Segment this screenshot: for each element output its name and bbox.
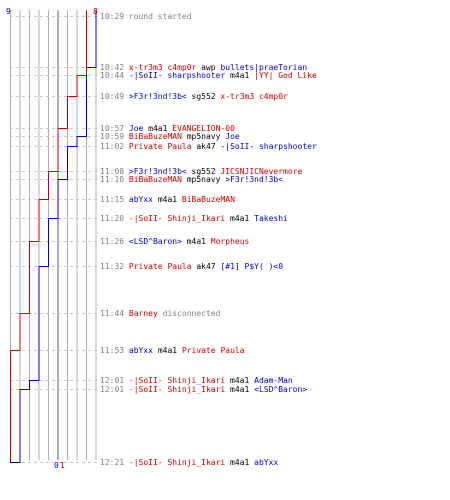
event-status: round started	[129, 12, 192, 21]
event-time: 12:01	[100, 376, 129, 385]
event-player-name: >F3r!3nd!3b<	[129, 167, 187, 176]
event-player-name: Adam-Man	[254, 376, 293, 385]
event-player-name: Takeshi	[254, 214, 288, 223]
event-player-name: -|SoII- Shinji_Ikari	[129, 214, 226, 223]
event-row: 10:57 Joe m4a1 EVANGELION-00	[100, 124, 235, 133]
event-row: 12:01 -|SoII- Shinji_Ikari m4a1 Adam-Man	[100, 376, 293, 385]
event-row: 10:44 -|SoII- sharpshooter m4a1 |YY| God…	[100, 71, 317, 80]
event-time: 11:53	[100, 346, 129, 355]
event-time: 10:57	[100, 124, 129, 133]
event-time: 10:44	[100, 71, 129, 80]
event-player-name: abYxx	[254, 458, 278, 467]
event-player-name: Joe	[225, 132, 240, 141]
event-player-name: EVANGELION-00	[172, 124, 235, 133]
event-row: 11:20 -|SoII- Shinji_Ikari m4a1 Takeshi	[100, 214, 288, 223]
blue-team-start-count: 9	[6, 7, 11, 16]
event-player-name: [#1] P$Y( )<0	[220, 262, 283, 271]
red-team-end-count: 1	[60, 461, 65, 470]
event-row: 12:21 -|SoII- Shinji_Ikari m4a1 abYxx	[100, 458, 278, 467]
event-player-name: -|SoII- Shinji_Ikari	[129, 458, 226, 467]
event-time: 10:42	[100, 63, 129, 72]
event-weapon: m4a1	[225, 214, 254, 223]
event-weapon: m4a1	[143, 124, 172, 133]
event-time: 11:15	[100, 195, 129, 204]
event-time: 11:08	[100, 167, 129, 176]
event-weapon: mp5navy	[182, 132, 225, 141]
event-weapon: m4a1	[225, 385, 254, 394]
event-row: 11:32 Private Paula ak47 [#1] P$Y( )<0	[100, 262, 283, 271]
event-player-name: <LSD^Baron>	[254, 385, 307, 394]
event-player-name: BiBaBuzeMAN	[129, 175, 182, 184]
event-time: 12:01	[100, 385, 129, 394]
event-weapon: awp	[196, 63, 220, 72]
event-player-name: >F3r!3nd!3b<	[225, 175, 283, 184]
event-player-name: |YY| God Like	[254, 71, 317, 80]
event-row: 11:02 Private Paula ak47 -|SoII- sharpsh…	[100, 142, 317, 151]
event-player-name: x-tr3m3 c4mp0r	[129, 63, 197, 72]
event-player-name: bullets|praeTorian	[220, 63, 307, 72]
event-time: 11:02	[100, 142, 129, 151]
event-log: 10:29 round started 10:42 x-tr3m3 c4mp0r …	[100, 12, 317, 467]
event-time: 11:44	[100, 309, 129, 318]
event-player-name: x-tr3m3 c4mp0r	[220, 92, 288, 101]
event-player-name: >F3r!3nd!3b<	[129, 92, 187, 101]
event-player-name: Joe	[129, 124, 144, 133]
event-row: 10:42 x-tr3m3 c4mp0r awp bullets|praeTor…	[100, 63, 307, 72]
event-time: 10:49	[100, 92, 129, 101]
event-weapon: m4a1	[225, 71, 254, 80]
event-weapon: m4a1	[153, 346, 182, 355]
event-weapon: sg552	[187, 92, 221, 101]
event-row-guides	[10, 16, 98, 463]
event-player-name: abYxx	[129, 346, 153, 355]
event-row: 10:59 BiBaBuzeMAN mp5navy Joe	[100, 132, 240, 141]
event-row: 11:10 BiBaBuzeMAN mp5navy >F3r!3nd!3b<	[100, 175, 283, 184]
event-player-name: -|SoII- sharpshooter	[220, 142, 317, 151]
event-player-name: BiBaBuzeMAN	[129, 132, 182, 141]
event-row: 11:26 <LSD^Baron> m4a1 Morpheus	[100, 237, 250, 246]
event-player-name: Private Paula	[182, 346, 245, 355]
event-player-name: -|SoII- sharpshooter	[129, 71, 226, 80]
event-player-name: BiBaBuzeMAN	[182, 195, 235, 204]
blue-team-alive-line	[10, 10, 97, 463]
event-weapon: m4a1	[182, 237, 211, 246]
event-row: 11:53 abYxx m4a1 Private Paula	[100, 346, 245, 355]
event-time: 11:10	[100, 175, 129, 184]
event-time: 11:20	[100, 214, 129, 223]
event-weapon: m4a1	[225, 376, 254, 385]
event-row: 11:44 Barney disconnected	[100, 309, 221, 318]
event-player-name: <LSD^Baron>	[129, 237, 182, 246]
event-row: 12:01 -|SoII- Shinji_Ikari m4a1 <LSD^Bar…	[100, 385, 307, 394]
team-score-labels: 9 8 0 1	[6, 7, 98, 470]
event-time: 11:26	[100, 237, 129, 246]
red-team-alive-line	[10, 10, 87, 461]
player-count-grid	[10, 10, 97, 460]
event-row: 10:29 round started	[100, 12, 192, 21]
blue-team-end-count: 0	[54, 461, 59, 470]
event-player-name: -|SoII- Shinji_Ikari	[129, 376, 226, 385]
event-weapon: ak47	[192, 142, 221, 151]
event-player-name: Barney	[129, 309, 158, 318]
event-player-name: -|SoII- Shinji_Ikari	[129, 385, 226, 394]
event-player-name: Morpheus	[211, 237, 250, 246]
event-player-name: JICSNJICNevermore	[220, 167, 302, 176]
event-time: 12:21	[100, 458, 129, 467]
event-row: 11:08 >F3r!3nd!3b< sg552 JICSNJICNevermo…	[100, 167, 302, 176]
event-weapon: ak47	[192, 262, 221, 271]
event-weapon: sg552	[187, 167, 221, 176]
event-row: 10:49 >F3r!3nd!3b< sg552 x-tr3m3 c4mp0r	[100, 92, 288, 101]
event-time: 10:59	[100, 132, 129, 141]
red-team-start-count: 8	[93, 7, 98, 16]
event-weapon: mp5navy	[182, 175, 225, 184]
event-row: 11:15 abYxx m4a1 BiBaBuzeMAN	[100, 195, 235, 204]
event-weapon: m4a1	[225, 458, 254, 467]
event-time: 11:32	[100, 262, 129, 271]
event-time: 10:29	[100, 12, 129, 21]
event-player-name: Private Paula	[129, 142, 192, 151]
event-player-name: abYxx	[129, 195, 153, 204]
event-status: disconnected	[158, 309, 221, 318]
event-weapon: m4a1	[153, 195, 182, 204]
event-player-name: Private Paula	[129, 262, 192, 271]
